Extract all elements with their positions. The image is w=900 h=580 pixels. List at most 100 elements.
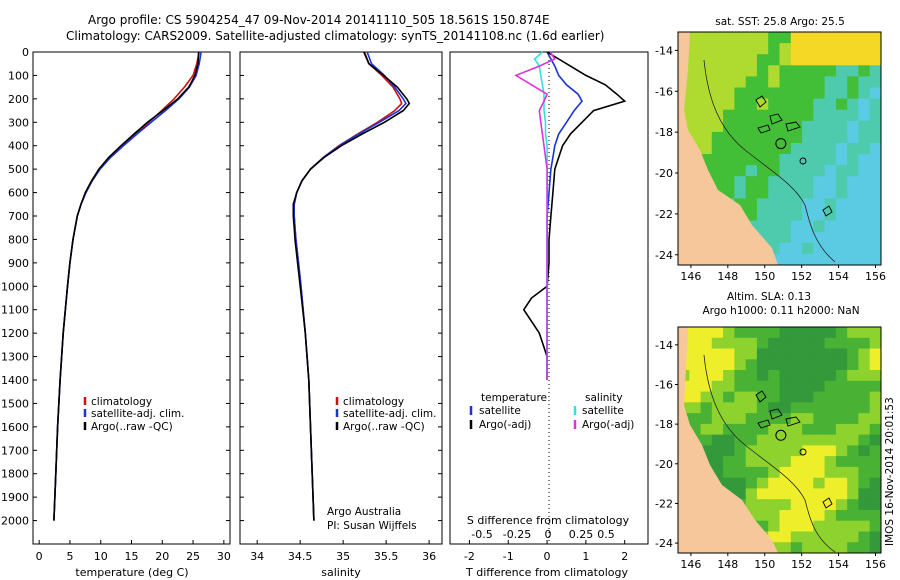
map-cell: [745, 348, 758, 360]
lon-tick-label: 154: [828, 270, 849, 283]
map-cell: [745, 198, 758, 211]
map-cell: [835, 477, 848, 490]
map-cell: [745, 499, 758, 511]
map-cell: [824, 165, 837, 177]
map-cell: [700, 413, 713, 425]
sla-map-title-1: Altim. SLA: 0.13: [727, 291, 811, 303]
map-cell: [858, 65, 871, 77]
map-cell: [835, 32, 848, 44]
map-cell: [847, 109, 860, 122]
map-cell: [869, 220, 881, 233]
map-cell: [802, 253, 814, 265]
map-cell: [711, 143, 724, 155]
map-cell: [847, 54, 860, 66]
map-cell: [768, 434, 781, 446]
map-cell: [790, 477, 803, 490]
map-cell: [858, 359, 871, 371]
map-cell: [802, 531, 814, 543]
map-cell: [768, 380, 781, 393]
map-cell: [790, 542, 803, 553]
map-cell: [700, 32, 713, 44]
legend-label-sal-satellite: satellite: [582, 405, 624, 417]
map-cell: [869, 187, 881, 199]
map-cell: [756, 520, 769, 533]
map-cell: [835, 154, 848, 166]
map-cell: [779, 198, 792, 211]
map-cell: [768, 499, 781, 511]
map-cell: [847, 402, 860, 414]
map-cell: [824, 348, 837, 360]
map-cell: [869, 32, 881, 44]
map-cell: [847, 198, 860, 211]
map-cell: [734, 54, 747, 66]
map-cell: [723, 187, 735, 199]
map-cell: [756, 488, 769, 500]
sst-map-frame: [677, 31, 882, 266]
map-cell: [711, 445, 724, 457]
map-cell: [802, 423, 814, 436]
x2-tick-label: 0.5: [597, 528, 615, 541]
map-cell: [847, 466, 860, 479]
map-cell: [858, 209, 871, 222]
map-cell: [847, 120, 860, 133]
map-cell: [768, 109, 781, 122]
map-cell: [745, 43, 758, 55]
map-cell: [779, 120, 792, 133]
map-cell: [689, 43, 702, 55]
map-cell: [779, 54, 792, 66]
map-cell: [700, 348, 713, 360]
map-cell: [756, 510, 769, 522]
map-cell: [779, 359, 792, 371]
map-cell: [813, 143, 826, 155]
map-cell: [858, 54, 871, 66]
map-cell: [779, 98, 792, 111]
map-cell: [734, 65, 747, 77]
map-cell: [824, 542, 837, 553]
map-cell: [790, 120, 803, 133]
map-cell: [790, 434, 803, 446]
map-cell: [858, 242, 871, 255]
map-cell: [824, 466, 837, 479]
map-cell: [858, 131, 871, 144]
map-cell: [779, 370, 792, 382]
map-cell: [756, 209, 769, 222]
map-cell: [711, 120, 724, 133]
map-cell: [813, 337, 826, 350]
map-cell: [734, 143, 747, 155]
map-cell: [711, 54, 724, 66]
map-cell: [734, 32, 747, 44]
map-cell: [745, 120, 758, 133]
y-tick-label: 600: [8, 187, 29, 200]
map-cell: [779, 327, 792, 339]
map-cell: [790, 198, 803, 211]
map-cell: [745, 423, 758, 436]
lat-tick-label: -18: [655, 126, 673, 139]
legend-label-temp-satellite: satellite: [479, 405, 521, 417]
map-cell: [802, 499, 814, 511]
map-cell: [756, 370, 769, 382]
map-cell: [723, 434, 735, 446]
map-cell: [790, 499, 803, 511]
lat-tick-label: -24: [655, 249, 673, 262]
map-cell: [847, 520, 860, 533]
map-cell: [790, 488, 803, 500]
map-cell: [802, 391, 814, 403]
map-cell: [689, 380, 702, 393]
map-cell: [858, 198, 871, 211]
map-cell: [723, 65, 735, 77]
x2-tick-label: 0.25: [569, 528, 594, 541]
map-cell: [779, 542, 792, 553]
map-cell: [756, 402, 769, 414]
map-cell: [711, 176, 724, 188]
legend-label-climatology: climatology: [91, 396, 152, 408]
sla-lat-ticks: -14 -16 -18 -20 -22 -24: [655, 339, 678, 550]
lon-tick-label: 150: [754, 270, 775, 283]
map-cell: [768, 520, 781, 533]
lat-tick-label: -18: [655, 418, 673, 431]
map-cell: [858, 87, 871, 100]
map-cell: [847, 359, 860, 371]
map-cell: [779, 109, 792, 122]
map-cell: [824, 154, 837, 166]
map-cell: [790, 348, 803, 360]
map-cell: [858, 520, 871, 533]
